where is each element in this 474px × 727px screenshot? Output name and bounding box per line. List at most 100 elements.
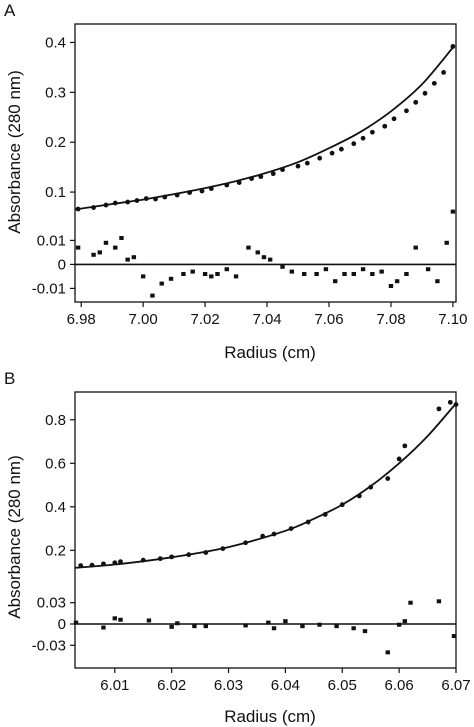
panel-b-x-tick-label: 6.05 — [328, 677, 357, 694]
panel-a-residual-point — [246, 245, 251, 250]
panel-a-data-point — [304, 160, 310, 166]
panel-a-x-tick-label: 7.06 — [314, 311, 343, 328]
panel-a-residual-point — [261, 255, 267, 260]
panel-a-residual-point — [97, 250, 102, 255]
panel-b-y-tick-label: 0.2 — [45, 542, 66, 559]
panel-b-data-point — [169, 554, 175, 560]
panel-a-residual-point — [75, 245, 81, 250]
panel-b-data-point — [186, 552, 192, 558]
panel-a-residual-point — [131, 255, 137, 260]
panel-b-residual-point — [112, 616, 118, 621]
panel-b-frame — [74, 391, 457, 669]
panel-a-residual-point — [413, 245, 418, 250]
panel-b-x-tick-label: 6.06 — [385, 677, 414, 694]
panel-b-data-point — [220, 546, 226, 552]
panel-a-residual-point — [150, 293, 155, 298]
panel-a-data-point — [75, 206, 81, 212]
panel-b-data-point — [78, 563, 84, 568]
panel-b-data-point — [436, 406, 442, 412]
panel-a-data-point — [162, 194, 168, 200]
panel-b-data-point — [112, 560, 118, 566]
panel-a-residual-point — [435, 279, 440, 284]
panel-a-data-point — [208, 186, 214, 191]
panel-b-residual-point — [451, 634, 457, 639]
panel-a-residual-point — [302, 272, 307, 276]
panel-a-data-point — [143, 196, 149, 201]
panel-a-residual-point — [370, 272, 375, 276]
panel-a-residual-point — [159, 281, 164, 286]
panel-a-data-point — [413, 99, 419, 105]
panel-b-data-point — [322, 512, 328, 517]
panel-a-residual-point — [255, 250, 260, 255]
panel-b-data-point — [288, 526, 294, 531]
panel-b-data-point — [89, 562, 95, 568]
panel-b-data-point — [203, 550, 209, 555]
panel-b-residual-point — [385, 650, 390, 655]
panel-a-data-point — [125, 199, 131, 205]
panel-a-residual-point — [168, 276, 174, 281]
panel-b-residual-point — [118, 617, 123, 622]
panel-a-data-point — [351, 141, 357, 147]
panel-b-x-tick-label: 6.04 — [271, 677, 300, 694]
panel-b-residual-point — [283, 619, 288, 624]
panel-b-residual-point — [300, 624, 305, 629]
panel-a-residual-point — [404, 272, 409, 276]
panel-a-data-point — [174, 192, 180, 198]
panel-a-data-point — [369, 129, 375, 135]
panel-a-y-axis-label: Absorbance (280 nm) — [5, 70, 24, 233]
panel-b-data-point — [447, 399, 453, 405]
panel-b-residual-point — [266, 620, 271, 625]
panel-a-label: A — [4, 1, 16, 20]
panel-b-data-point — [305, 519, 311, 525]
panel-a-data-point — [441, 69, 447, 75]
panel-a-residual-point — [181, 272, 186, 276]
panel-b-data-point — [243, 540, 248, 546]
panel-b-residual-point — [101, 625, 106, 630]
panel-a-fit-curve — [74, 46, 454, 211]
panel-a-data-point — [391, 116, 397, 122]
panel-b-residual-point — [362, 629, 368, 634]
panel-b-residual-y-tick-label: -0.03 — [32, 637, 66, 654]
panel-a-residual-point — [224, 267, 229, 272]
panel-b-data-point — [118, 559, 123, 565]
panel-a-residual-point — [215, 272, 220, 276]
panel-a-y-tick-label: 0.4 — [45, 34, 66, 51]
panel-b-residual-point — [271, 626, 277, 631]
panel-b-residual-point — [334, 624, 339, 629]
panel-a-residual-point — [351, 272, 356, 276]
panel-b-residual-point — [73, 620, 79, 625]
panel-a-residual-point — [342, 272, 347, 276]
panel-a-residual-point — [103, 240, 109, 245]
panel-b-residual-point — [192, 624, 197, 629]
panel-a-residual-y-tick-label: -0.01 — [32, 280, 66, 297]
panel-a-residual-point — [209, 274, 214, 279]
panel-b-y-tick-label: 0.6 — [45, 455, 66, 472]
panel-a-data-point — [134, 198, 140, 203]
panel-a-data-point — [422, 90, 428, 96]
panel-a-data-point — [295, 163, 301, 169]
panel-b-residual-point — [169, 624, 174, 629]
panel-a-data-point — [224, 182, 230, 188]
panel-a-data-point — [338, 146, 344, 152]
panel-b-residual-point — [175, 621, 180, 626]
panel-a-data-point — [112, 200, 118, 206]
panel-a-data-point — [404, 108, 409, 114]
panel-a-plot: 6.98 7.00 7.02 7.04 7.06 7.08 7.10 0.1 0.2 0.3 0.4… — [32, 23, 468, 328]
panel-a-data-point — [103, 202, 109, 208]
panel-b-data-point — [271, 531, 277, 537]
panel-a-residual-point — [394, 279, 400, 284]
panel-b-data-point — [396, 456, 402, 462]
panel-a-data-point — [249, 176, 254, 182]
panel-b-data-point — [356, 493, 362, 499]
panel-b-residual-point — [317, 622, 322, 627]
panel-a-data-point — [270, 171, 276, 177]
panel-a-residual-point — [267, 257, 273, 262]
panel-b-residual-y-tick-label: 0.03 — [37, 595, 66, 612]
panel-b-data-point — [339, 502, 345, 508]
panel-a-residual-point — [280, 264, 285, 269]
panel-b-label: B — [4, 369, 15, 388]
panel-b-residual-point — [402, 619, 408, 624]
panel-a-residual-point — [190, 269, 195, 274]
panel-a-x-axis-label: Radius (cm) — [224, 343, 316, 362]
panel-b-data-point — [453, 402, 459, 407]
